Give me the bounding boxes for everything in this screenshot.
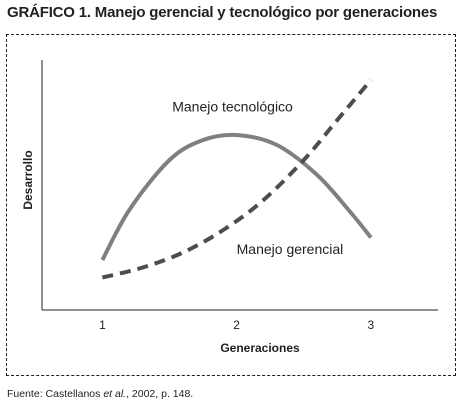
figure-title: GRÁFICO 1. Manejo gerencial y tecnológic… [7,4,438,21]
x-axis-label: Generaciones [220,341,300,355]
source-italic: et al. [103,388,127,400]
x-tick-label-3: 3 [368,318,375,332]
series-line-manejo-tecnologico [100,132,373,261]
series-layer [100,78,373,280]
series-label-manejo-tecnologico: Manejo tecnológico [172,98,293,114]
source-note: Fuente: Castellanos et al., 2002, p. 148… [7,388,193,400]
x-tick-label-2: 2 [233,318,240,332]
series-line-manejo-gerencial [101,78,373,280]
x-tick-labels: 1 2 3 [99,318,374,332]
source-suffix: , 2002, p. 148. [126,388,194,400]
figure-frame [6,34,456,376]
y-axis-label: Desarrollo [21,150,35,209]
series-label-manejo-gerencial: Manejo gerencial [237,241,344,257]
x-tick-label-1: 1 [99,318,106,332]
source-prefix: Fuente: Castellanos [7,388,104,400]
